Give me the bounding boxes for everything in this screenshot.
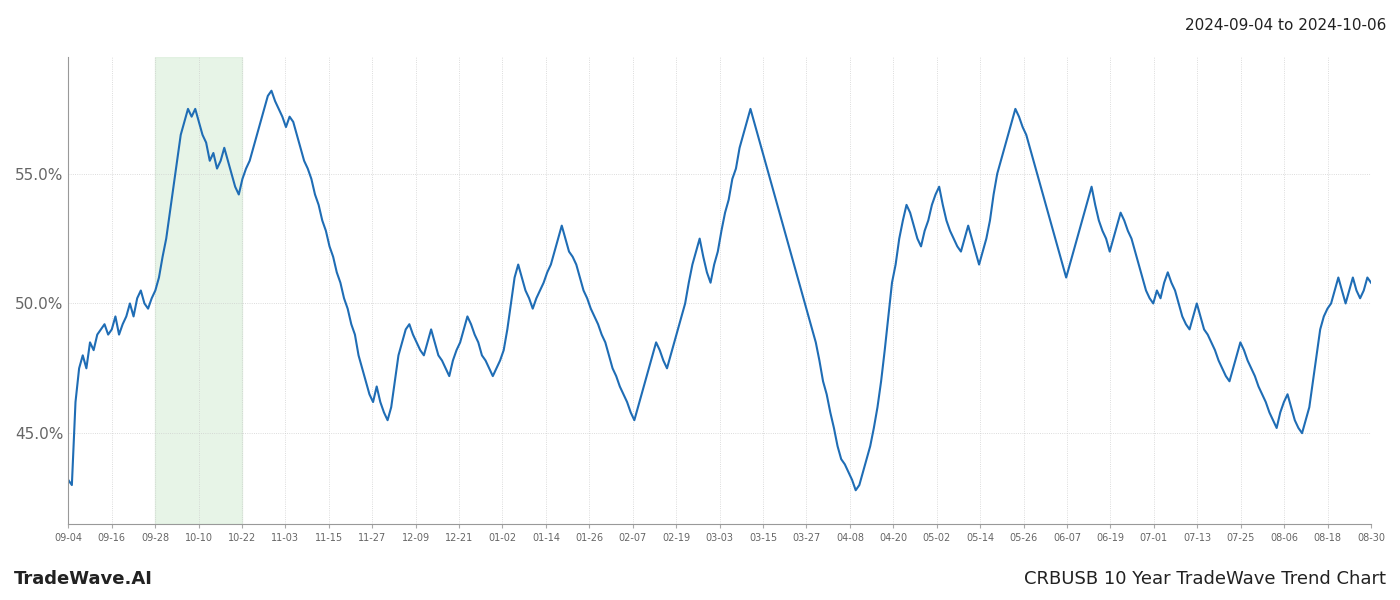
- Text: 2024-09-04 to 2024-10-06: 2024-09-04 to 2024-10-06: [1184, 18, 1386, 33]
- Bar: [155, 57, 242, 524]
- Text: TradeWave.AI: TradeWave.AI: [14, 570, 153, 588]
- Text: CRBUSB 10 Year TradeWave Trend Chart: CRBUSB 10 Year TradeWave Trend Chart: [1023, 570, 1386, 588]
